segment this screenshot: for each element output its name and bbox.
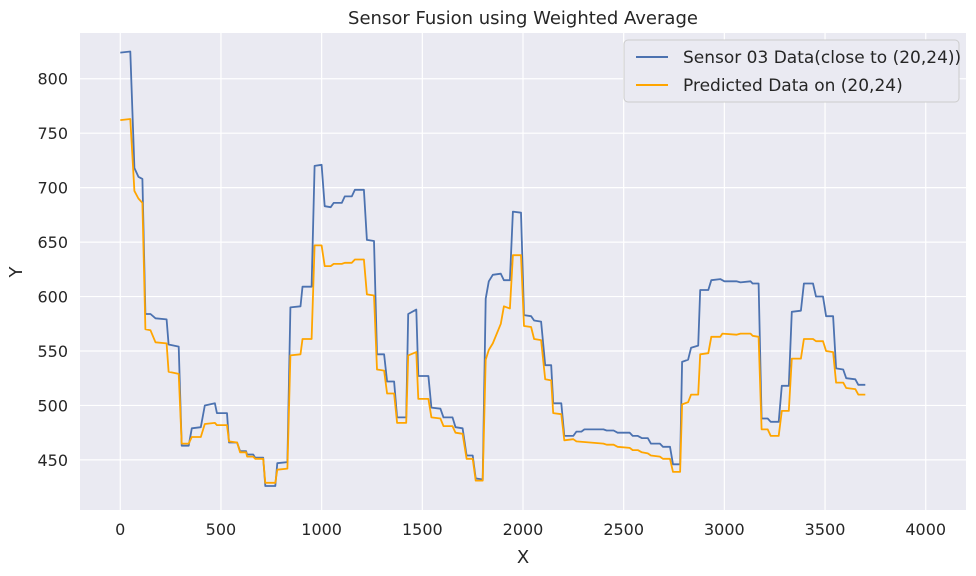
y-tick-labels: 450 500 550 600 650 700 750 800 xyxy=(37,70,68,470)
y-tick-label: 550 xyxy=(37,342,68,361)
y-axis-label: Y xyxy=(6,266,27,279)
legend-label-sensor: Sensor 03 Data(close to (20,24)) xyxy=(683,48,961,68)
series-line-1 xyxy=(120,118,866,484)
x-tick-label: 2000 xyxy=(503,520,544,539)
x-tick-label: 3500 xyxy=(805,520,846,539)
grid xyxy=(80,33,966,510)
y-tick-label: 750 xyxy=(37,124,68,143)
x-axis-label: X xyxy=(517,547,529,568)
chart-title: Sensor Fusion using Weighted Average xyxy=(348,8,698,29)
x-tick-label: 1000 xyxy=(301,520,342,539)
legend-label-predicted: Predicted Data on (20,24) xyxy=(683,76,903,96)
x-tick-label: 3000 xyxy=(704,520,745,539)
y-tick-label: 450 xyxy=(37,451,68,470)
x-tick-label: 1500 xyxy=(402,520,443,539)
y-tick-label: 800 xyxy=(37,70,68,89)
y-tick-label: 650 xyxy=(37,233,68,252)
series-lines xyxy=(120,50,866,487)
x-tick-label: 0 xyxy=(115,520,125,539)
legend: Sensor 03 Data(close to (20,24)) Predict… xyxy=(623,39,961,103)
x-tick-labels: 0 500 1000 1500 2000 2500 3000 3500 4000 xyxy=(115,520,946,539)
x-tick-label: 2500 xyxy=(603,520,644,539)
x-tick-label: 4000 xyxy=(905,520,946,539)
y-tick-label: 600 xyxy=(37,288,68,307)
y-tick-label: 500 xyxy=(37,396,68,415)
x-tick-label: 500 xyxy=(206,520,237,539)
y-tick-label: 700 xyxy=(37,179,68,198)
legend-box xyxy=(623,39,960,103)
